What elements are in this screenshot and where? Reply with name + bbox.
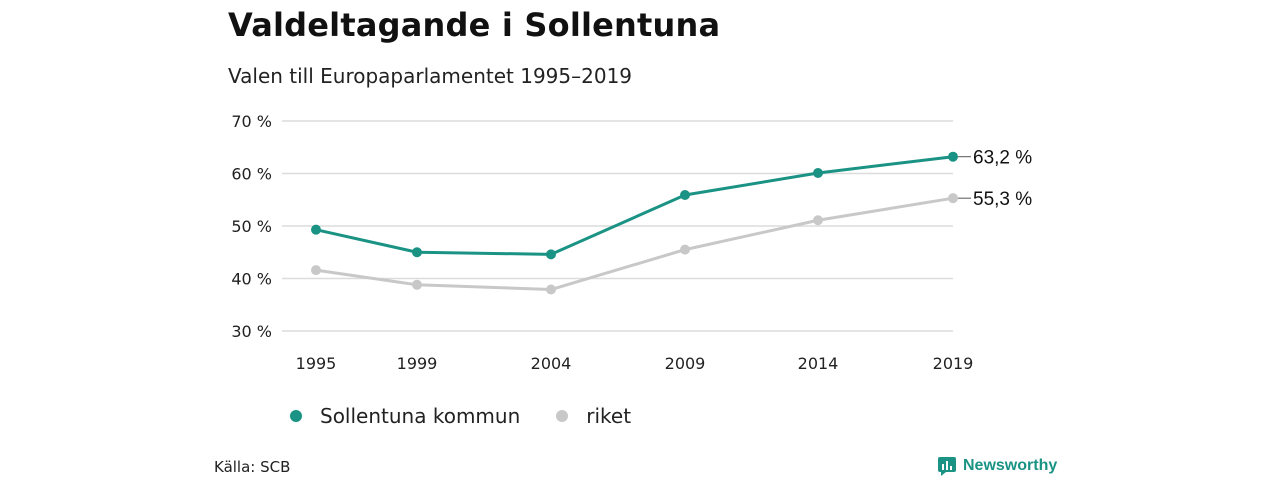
series-line-sollentuna bbox=[315, 155, 954, 256]
y-tick-label: 70 % bbox=[231, 112, 272, 131]
y-tick-label: 30 % bbox=[231, 322, 272, 341]
brand-logo: Newsworthy bbox=[937, 456, 1057, 476]
data-point-sollentuna-2009 bbox=[680, 190, 690, 201]
y-tick-label: 60 % bbox=[231, 165, 272, 184]
series-line-riket bbox=[315, 196, 954, 292]
x-tick-label: 2014 bbox=[798, 354, 839, 373]
data-point-sollentuna-1995 bbox=[311, 224, 321, 235]
legend-dot-sollentuna bbox=[290, 410, 302, 422]
data-point-sollentuna-2004 bbox=[546, 249, 556, 260]
legend: Sollentuna kommun riket bbox=[290, 404, 667, 428]
data-point-riket-2019 bbox=[948, 193, 958, 204]
legend-label-riket: riket bbox=[586, 404, 632, 428]
data-point-riket-2014 bbox=[813, 215, 823, 226]
legend-item-sollentuna: Sollentuna kommun bbox=[290, 404, 520, 428]
legend-item-riket: riket bbox=[556, 404, 631, 428]
data-point-riket-1999 bbox=[412, 279, 422, 290]
brand-name: Newsworthy bbox=[963, 457, 1058, 474]
x-tick-label: 2004 bbox=[531, 354, 572, 373]
y-tick-label: 40 % bbox=[231, 270, 272, 289]
x-tick-label: 1999 bbox=[397, 354, 438, 373]
data-point-sollentuna-2014 bbox=[813, 167, 823, 178]
newsworthy-logo-icon bbox=[938, 457, 956, 476]
legend-dot-riket bbox=[556, 410, 569, 422]
end-label-riket: 55,3 % bbox=[973, 189, 1032, 210]
x-tick-label: 2009 bbox=[665, 354, 706, 373]
data-point-riket-2004 bbox=[546, 284, 556, 295]
legend-label-sollentuna: Sollentuna kommun bbox=[320, 404, 521, 428]
data-point-riket-2009 bbox=[680, 244, 690, 255]
x-tick-label: 1995 bbox=[296, 354, 337, 373]
data-point-riket-1995 bbox=[311, 265, 321, 276]
y-tick-label: 50 % bbox=[231, 217, 272, 236]
data-point-sollentuna-1999 bbox=[412, 247, 422, 258]
chart-subtitle: Valen till Europaparlamentet 1995–2019 bbox=[228, 64, 633, 88]
chart-title: Valdeltagande i Sollentuna bbox=[228, 6, 721, 44]
source-note: Källa: SCB bbox=[214, 458, 291, 476]
data-point-sollentuna-2019 bbox=[948, 151, 958, 162]
x-tick-label: 2019 bbox=[933, 354, 974, 373]
end-label-sollentuna: 63,2 % bbox=[973, 148, 1032, 169]
